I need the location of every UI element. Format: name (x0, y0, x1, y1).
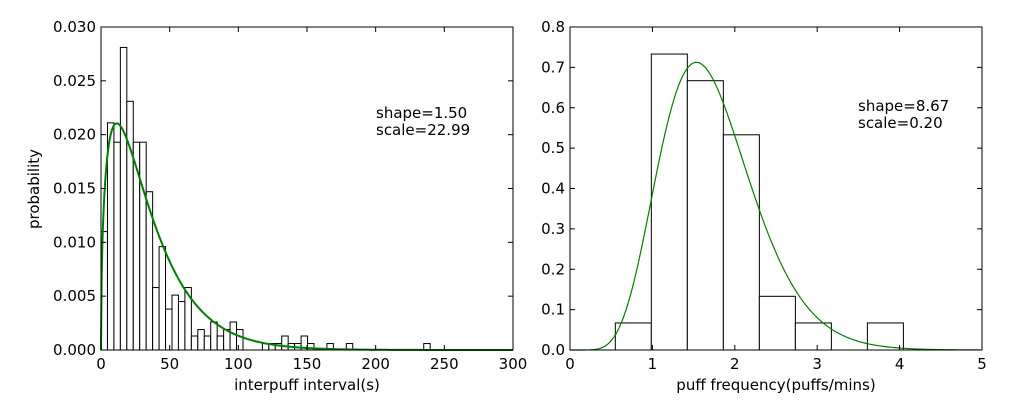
x-tick-label: 1 (648, 355, 658, 373)
histogram-bar (650, 53, 688, 351)
x-tick-label: 5 (977, 355, 987, 373)
right-x-axis-label: puff frequency(puffs/mins) (676, 376, 875, 394)
x-tick-label: 100 (224, 355, 253, 373)
left-chart: 0 50 100 150 200 250 300 0.000 0.005 0.010 0.015 0.… (25, 18, 527, 394)
y-tick-label: 0.8 (541, 18, 565, 36)
left-y-axis-label: probability (25, 149, 43, 229)
histogram-bar (158, 246, 167, 351)
histogram-bar (686, 80, 724, 351)
y-tick-label: 0.015 (53, 180, 96, 198)
y-tick-label: 0.5 (541, 139, 565, 157)
histogram-bar (197, 329, 205, 351)
x-tick-label: 200 (361, 355, 390, 373)
histogram-bar (866, 322, 904, 351)
left-x-axis-label: interpuff interval(s) (234, 376, 380, 394)
left-ticks (100, 26, 514, 351)
histogram-bar (113, 141, 121, 351)
left-annotation-scale: scale=22.99 (376, 121, 470, 139)
y-tick-label: 0.2 (541, 260, 565, 278)
y-tick-label: 0.000 (53, 341, 96, 359)
histogram-bar (152, 287, 160, 351)
x-tick-label: 150 (293, 355, 322, 373)
histogram-bar (229, 321, 238, 351)
x-tick-label: 250 (430, 355, 459, 373)
right-tick-labels: 0 1 2 3 4 5 0.0 0.1 0.2 0.3 0.4 0.5 0.6 0.7 0.8 (541, 18, 987, 373)
right-annotation-scale: scale=0.20 (858, 114, 943, 132)
y-tick-label: 0.4 (541, 180, 565, 198)
right-histogram-bars (614, 53, 904, 351)
x-tick-label: 3 (812, 355, 822, 373)
x-tick-label: 2 (730, 355, 740, 373)
histogram-bar (203, 335, 212, 351)
histogram-bar (210, 321, 218, 351)
x-tick-label: 0 (565, 355, 575, 373)
histogram-bar (722, 134, 760, 351)
histogram-bar (236, 329, 244, 351)
histogram-bar (126, 100, 134, 351)
histogram-bar (614, 322, 652, 351)
y-tick-label: 0.005 (53, 287, 96, 305)
y-tick-label: 0.7 (541, 58, 565, 76)
right-ticks (569, 26, 983, 351)
histogram-bar (758, 295, 796, 351)
x-tick-label: 50 (160, 355, 179, 373)
histogram-bar (190, 335, 199, 351)
y-tick-label: 0.030 (53, 18, 96, 36)
y-tick-label: 0.0 (541, 341, 565, 359)
histogram-bar (106, 122, 115, 351)
histogram-bar (139, 141, 147, 351)
y-tick-label: 0.6 (541, 99, 565, 117)
histogram-bar (119, 46, 128, 351)
histogram-bar (281, 335, 289, 351)
y-tick-label: 0.025 (53, 72, 96, 90)
left-annotation-shape: shape=1.50 (376, 104, 467, 122)
histogram-bar (216, 335, 225, 351)
right-gamma-fit-line (570, 61, 983, 351)
histogram-bar (165, 308, 173, 351)
histogram-bar (177, 301, 186, 351)
y-tick-label: 0.020 (53, 126, 96, 144)
y-tick-label: 0.3 (541, 220, 565, 238)
y-tick-label: 0.010 (53, 233, 96, 251)
x-tick-label: 4 (895, 355, 905, 373)
x-tick-label: 0 (96, 355, 106, 373)
right-annotation-shape: shape=8.67 (858, 97, 949, 115)
y-tick-label: 0.1 (541, 301, 565, 319)
x-tick-label: 300 (499, 355, 528, 373)
left-tick-labels: 0 50 100 150 200 250 300 0.000 0.005 0.010 0.015 0.… (53, 18, 527, 373)
right-chart: 0 1 2 3 4 5 0.0 0.1 0.2 0.3 0.4 0.5 0.6 0.7 0.8 puff f… (541, 18, 987, 394)
histogram-bar (171, 294, 179, 351)
left-histogram-bars (100, 46, 431, 351)
histogram-bar (794, 322, 832, 351)
